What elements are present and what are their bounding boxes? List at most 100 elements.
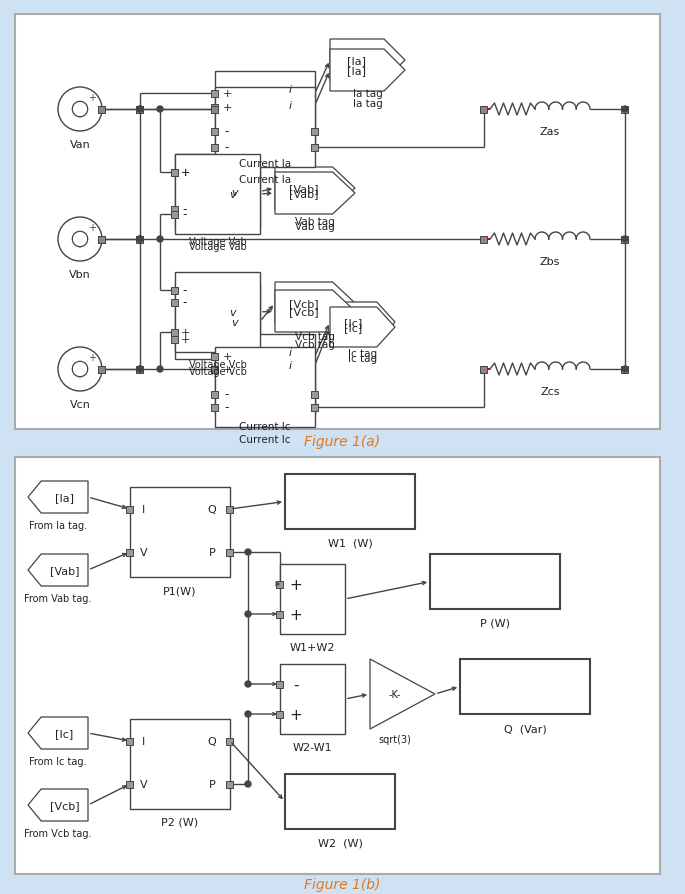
FancyBboxPatch shape [312,404,319,411]
Text: +: + [180,327,190,338]
Text: Vcn: Vcn [70,400,90,409]
Polygon shape [275,168,355,210]
FancyBboxPatch shape [15,458,660,874]
FancyBboxPatch shape [215,348,315,427]
FancyBboxPatch shape [175,155,260,230]
FancyBboxPatch shape [127,780,134,788]
Text: Ia tag: Ia tag [353,99,382,109]
FancyBboxPatch shape [215,334,315,415]
Polygon shape [28,717,88,749]
FancyBboxPatch shape [212,366,219,373]
Text: From Vab tag.: From Vab tag. [24,594,92,603]
FancyBboxPatch shape [621,366,629,373]
Circle shape [622,367,628,373]
Text: Current Ic: Current Ic [239,434,290,444]
Text: From Ic tag.: From Ic tag. [29,756,87,766]
FancyBboxPatch shape [99,106,105,114]
Text: -: - [183,284,187,297]
Text: Vcb tag: Vcb tag [295,332,335,342]
Text: Q: Q [208,736,216,746]
Text: -: - [225,141,229,155]
FancyBboxPatch shape [99,106,105,114]
Text: W2-W1: W2-W1 [292,742,332,752]
FancyBboxPatch shape [175,284,260,359]
Polygon shape [275,173,355,215]
Circle shape [245,712,251,717]
FancyBboxPatch shape [277,711,284,718]
Circle shape [245,681,251,687]
Text: -: - [183,208,187,221]
Text: Zcs: Zcs [540,386,560,397]
Circle shape [137,237,143,243]
FancyBboxPatch shape [285,475,415,529]
Text: P (W): P (W) [480,619,510,628]
Text: Van: Van [70,139,90,150]
Text: [Ic]: [Ic] [55,729,74,738]
Text: v: v [229,190,236,199]
FancyBboxPatch shape [212,391,219,398]
Text: +: + [290,607,302,622]
Text: -: - [225,125,229,139]
Text: -: - [183,203,187,216]
Polygon shape [28,554,88,586]
Text: Ic tag: Ic tag [348,349,377,358]
Text: +: + [223,365,232,375]
Text: +: + [88,223,96,232]
FancyBboxPatch shape [171,169,179,176]
Text: Voltage Vab: Voltage Vab [188,237,247,247]
FancyBboxPatch shape [227,549,234,556]
Text: sqrt(3): sqrt(3) [378,734,411,744]
FancyBboxPatch shape [277,611,284,618]
FancyBboxPatch shape [480,366,488,373]
Text: P2 (W): P2 (W) [162,817,199,827]
FancyBboxPatch shape [171,336,179,343]
Circle shape [137,107,143,113]
FancyBboxPatch shape [277,680,284,687]
Text: Figure 1(b): Figure 1(b) [304,877,381,891]
Text: +: + [223,351,232,361]
Circle shape [137,367,143,373]
FancyBboxPatch shape [227,506,234,513]
Text: -K-: -K- [388,689,401,699]
Text: [Vcb]: [Vcb] [289,307,319,316]
FancyBboxPatch shape [621,106,629,114]
Text: I: I [142,736,146,746]
FancyBboxPatch shape [136,106,143,114]
Text: Vab tag: Vab tag [295,222,335,232]
Polygon shape [28,482,88,513]
Text: Zas: Zas [540,127,560,137]
Text: v: v [229,308,236,317]
FancyBboxPatch shape [480,236,488,243]
Text: Current Ic: Current Ic [239,422,290,432]
Text: P: P [209,547,215,557]
FancyBboxPatch shape [215,88,315,168]
Text: i: i [288,348,292,358]
Text: From Vcb tag.: From Vcb tag. [24,828,92,838]
FancyBboxPatch shape [99,366,105,373]
Text: +: + [290,577,302,592]
Text: -: - [225,388,229,401]
Text: [Vab]: [Vab] [50,565,79,576]
FancyBboxPatch shape [130,719,230,809]
Text: v: v [231,187,238,198]
Circle shape [157,237,163,243]
FancyBboxPatch shape [212,366,219,373]
FancyBboxPatch shape [175,155,260,235]
Text: W2  (W): W2 (W) [318,838,362,848]
FancyBboxPatch shape [136,236,143,243]
Text: [Vcb]: [Vcb] [289,299,319,308]
FancyBboxPatch shape [212,106,219,114]
Polygon shape [330,303,395,342]
Text: [Ia]: [Ia] [347,56,366,66]
FancyBboxPatch shape [480,106,488,114]
FancyBboxPatch shape [130,487,230,578]
Circle shape [58,218,102,262]
FancyBboxPatch shape [280,664,345,734]
Polygon shape [28,789,88,821]
FancyBboxPatch shape [227,780,234,788]
FancyBboxPatch shape [212,105,219,112]
Text: V: V [140,780,148,789]
Text: +: + [180,334,190,344]
Text: Voltage Vcb: Voltage Vcb [188,367,247,376]
FancyBboxPatch shape [460,659,590,714]
